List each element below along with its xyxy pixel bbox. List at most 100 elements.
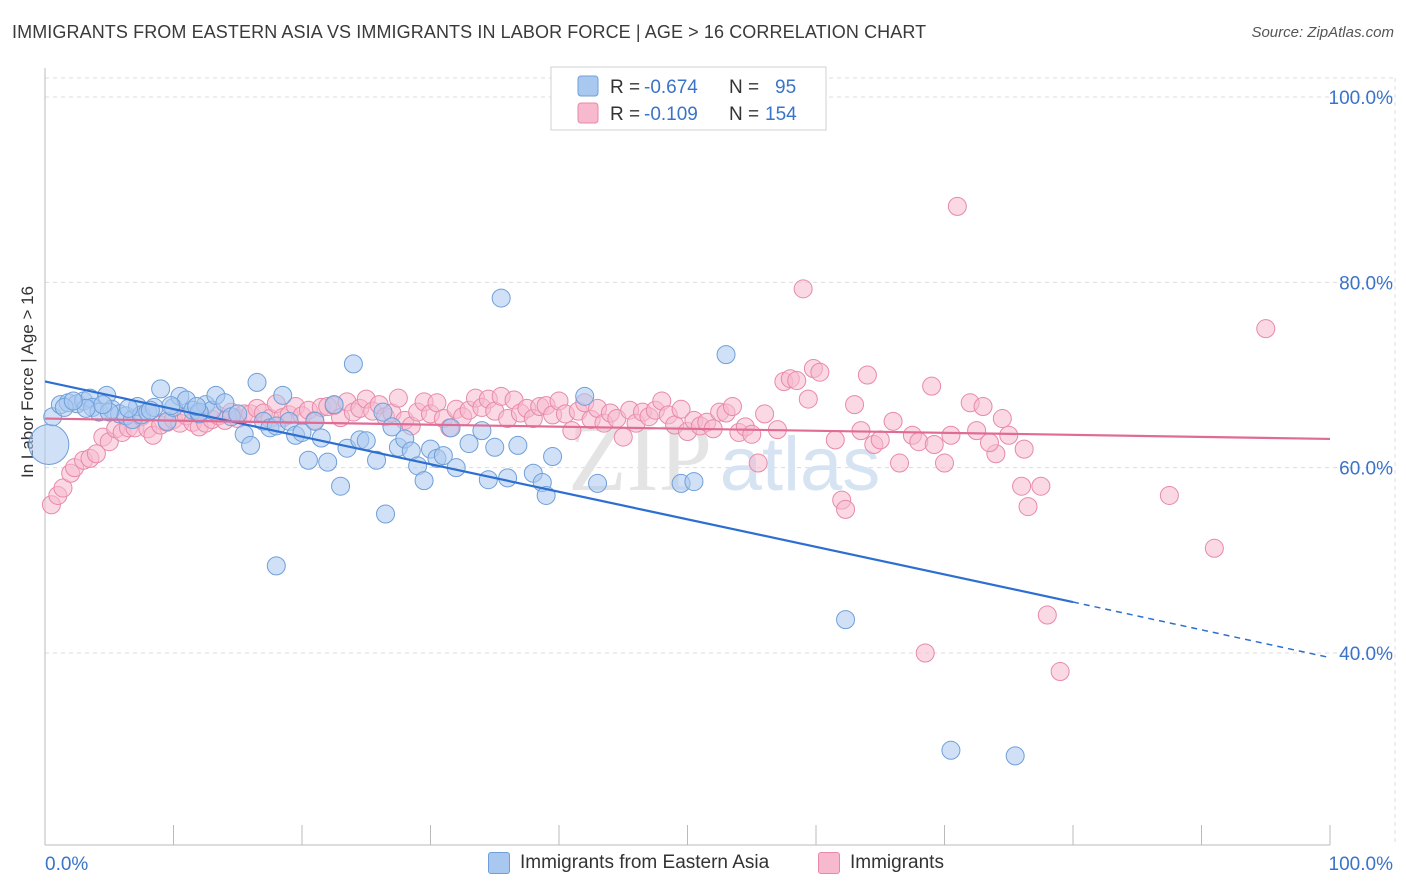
eastern-asia-point xyxy=(543,447,563,467)
eastern-asia-point xyxy=(241,435,261,455)
immigrants-point xyxy=(1256,319,1276,339)
eastern-asia-point xyxy=(441,418,461,438)
eastern-asia-trend-extension xyxy=(1072,601,1331,659)
eastern-asia-point xyxy=(356,431,376,451)
immigrants-point xyxy=(979,433,999,453)
y-tick-label: 80.0% xyxy=(1339,273,1393,294)
eastern-asia-point xyxy=(161,396,181,416)
y-tick-label: 100.0% xyxy=(1329,88,1394,109)
immigrants-trend-line xyxy=(44,417,1331,441)
immigrants-point xyxy=(1204,538,1224,558)
immigrants-point xyxy=(793,279,813,299)
eastern-asia-point xyxy=(575,386,595,406)
eastern-asia-point xyxy=(684,472,704,492)
eastern-asia-point xyxy=(433,446,453,466)
bottom-legend-item-immigrants: Immigrants xyxy=(818,852,944,874)
immigrants-point xyxy=(722,397,742,417)
bottom-legend-swatch-blue xyxy=(488,852,510,874)
bottom-legend-item-eastern-asia: Immigrants from Eastern Asia xyxy=(488,852,769,874)
immigrants-point xyxy=(787,371,807,391)
eastern-asia-points xyxy=(28,288,1025,766)
eastern-asia-point xyxy=(382,417,402,437)
immigrants-point xyxy=(890,453,910,473)
eastern-asia-point xyxy=(331,476,351,496)
legend-n-label-pink: N = xyxy=(729,104,759,125)
immigrants-point xyxy=(883,411,903,431)
eastern-asia-point xyxy=(941,740,961,760)
legend-r-label-blue: R = xyxy=(610,77,640,98)
immigrants-point xyxy=(915,643,935,663)
legend-r-value-pink: -0.109 xyxy=(644,104,698,125)
immigrants-point xyxy=(941,425,961,445)
eastern-asia-point xyxy=(343,354,363,374)
eastern-asia-point xyxy=(836,610,856,630)
eastern-asia-point xyxy=(414,471,434,491)
eastern-asia-trend-line xyxy=(44,380,1074,604)
immigrants-point xyxy=(613,427,633,447)
eastern-asia-point xyxy=(298,450,318,470)
x-tick-label-max: 100.0% xyxy=(1329,854,1394,875)
legend: R = -0.674 N = 95 R = -0.109 N = 154 xyxy=(550,66,827,131)
immigrants-point xyxy=(857,365,877,385)
immigrants-point xyxy=(86,444,106,464)
immigrants-point xyxy=(973,397,993,417)
eastern-asia-point xyxy=(367,450,387,470)
immigrants-point xyxy=(1031,476,1051,496)
source-label: Source: ZipAtlas.com xyxy=(1251,24,1394,41)
eastern-asia-point xyxy=(119,398,139,418)
immigrants-point xyxy=(1018,497,1038,517)
eastern-asia-point xyxy=(498,468,518,488)
immigrants-point xyxy=(1037,605,1057,625)
immigrants-point xyxy=(798,389,818,409)
eastern-asia-point xyxy=(28,424,70,465)
immigrants-point xyxy=(388,388,408,408)
legend-n-value-blue: 95 xyxy=(775,77,796,98)
immigrants-point xyxy=(999,425,1019,445)
eastern-asia-point xyxy=(151,379,171,399)
immigrants-point xyxy=(992,409,1012,429)
immigrants-point xyxy=(671,399,691,419)
immigrants-point xyxy=(947,196,967,216)
eastern-asia-point xyxy=(588,473,608,493)
y-tick-label: 40.0% xyxy=(1339,644,1393,665)
legend-swatch-pink xyxy=(577,102,599,124)
immigrants-point xyxy=(1014,439,1034,459)
immigrants-point xyxy=(924,435,944,454)
eastern-asia-point xyxy=(247,372,267,392)
eastern-asia-point xyxy=(318,452,338,472)
immigrants-point xyxy=(836,499,856,519)
eastern-asia-point xyxy=(63,391,83,411)
eastern-asia-point xyxy=(376,504,396,524)
immigrants-point xyxy=(53,478,73,498)
eastern-asia-point xyxy=(459,434,479,454)
x-tick-label-min: 0.0% xyxy=(45,854,88,875)
immigrants-point xyxy=(1159,485,1179,505)
immigrants-point xyxy=(870,430,890,450)
immigrants-point xyxy=(755,404,775,424)
bottom-legend-swatch-pink xyxy=(818,852,840,874)
immigrants-point xyxy=(1012,476,1032,496)
eastern-asia-point xyxy=(311,428,331,448)
trend-lines xyxy=(44,380,1331,659)
immigrants-point xyxy=(748,453,768,473)
y-tick-label: 60.0% xyxy=(1339,459,1393,480)
bottom-legend-label-eastern-asia: Immigrants from Eastern Asia xyxy=(520,852,770,873)
immigrants-point xyxy=(922,376,942,396)
eastern-asia-point xyxy=(266,556,286,576)
legend-r-value-blue: -0.674 xyxy=(644,77,698,98)
eastern-asia-point xyxy=(93,395,113,415)
eastern-asia-point xyxy=(324,395,344,415)
legend-n-label-blue: N = xyxy=(729,77,759,98)
immigrants-point xyxy=(935,453,954,473)
tick-labels: 40.0% 60.0% 80.0% 100.0% 0.0% 100.0% xyxy=(45,88,1393,875)
eastern-asia-point xyxy=(228,404,248,424)
eastern-asia-point xyxy=(491,288,511,308)
immigrants-point xyxy=(967,421,987,441)
legend-r-label-pink: R = xyxy=(610,104,640,125)
bottom-legend: Immigrants from Eastern Asia Immigrants xyxy=(0,852,1406,878)
bottom-legend-label-immigrants: Immigrants xyxy=(850,852,944,873)
immigrants-point xyxy=(909,432,929,452)
immigrants-point xyxy=(742,424,762,444)
eastern-asia-point xyxy=(273,385,293,405)
